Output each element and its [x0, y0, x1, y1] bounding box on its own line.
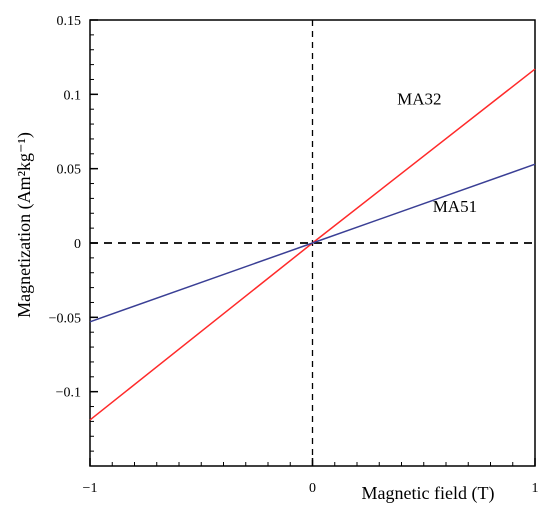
y-tick-label: −0.05 [49, 311, 81, 326]
y-tick-label: 0.15 [57, 14, 82, 29]
series-label-ma32: MA32 [397, 90, 441, 109]
y-tick-label: 0.1 [64, 88, 82, 103]
y-axis-title: Magnetization (Am²kg⁻¹) [14, 132, 35, 318]
series-lines [89, 68, 536, 421]
x-tick-label: 1 [532, 481, 539, 496]
x-tick-labels: −1 0 1 [83, 481, 539, 496]
series-line-ma51 [89, 163, 536, 323]
y-tick-label: 0.05 [57, 163, 82, 178]
y-tick-label: −0.1 [56, 386, 81, 401]
y-tick-label: 0 [74, 237, 81, 252]
major-ticks [89, 19, 536, 466]
series-label-ma51: MA51 [433, 197, 477, 216]
x-axis-title: Magnetic field (T) [362, 483, 495, 504]
series-labels: MA32 MA51 [397, 90, 477, 216]
x-tick-label: −1 [83, 481, 98, 496]
y-tick-labels: −0.1 −0.05 0 0.05 0.1 0.15 [49, 14, 81, 401]
x-tick-label: 0 [309, 481, 316, 496]
